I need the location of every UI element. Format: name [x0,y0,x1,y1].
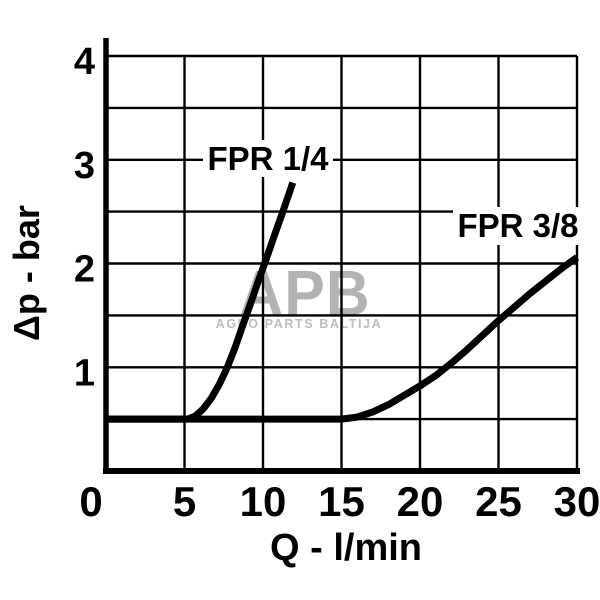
y-tick-label: 2 [74,249,95,291]
y-tick-label: 3 [74,145,95,187]
x-tick-label: 5 [173,478,196,525]
series-curve-2 [106,254,580,423]
x-axis-label: Q - l/min [270,527,422,569]
series-label-fpr-1-4: FPR 1/4 [203,140,333,177]
watermark-subtitle: AGRO PARTS BALTIJA [215,317,383,331]
x-tick-label: 10 [240,478,287,525]
x-tick-label: 0 [79,478,102,525]
y-tick-label: 4 [74,41,95,83]
x-tick-label: 30 [554,478,600,525]
x-tick-label: 15 [318,478,365,525]
x-tick-label: 20 [397,478,444,525]
y-tick-label: 1 [74,352,95,394]
series-curve-1 [106,181,297,423]
series-label-fpr-3-8: FPR 3/8 [453,207,583,245]
y-axis-label: Δp - bar [6,205,47,341]
x-tick-label: 25 [475,478,522,525]
